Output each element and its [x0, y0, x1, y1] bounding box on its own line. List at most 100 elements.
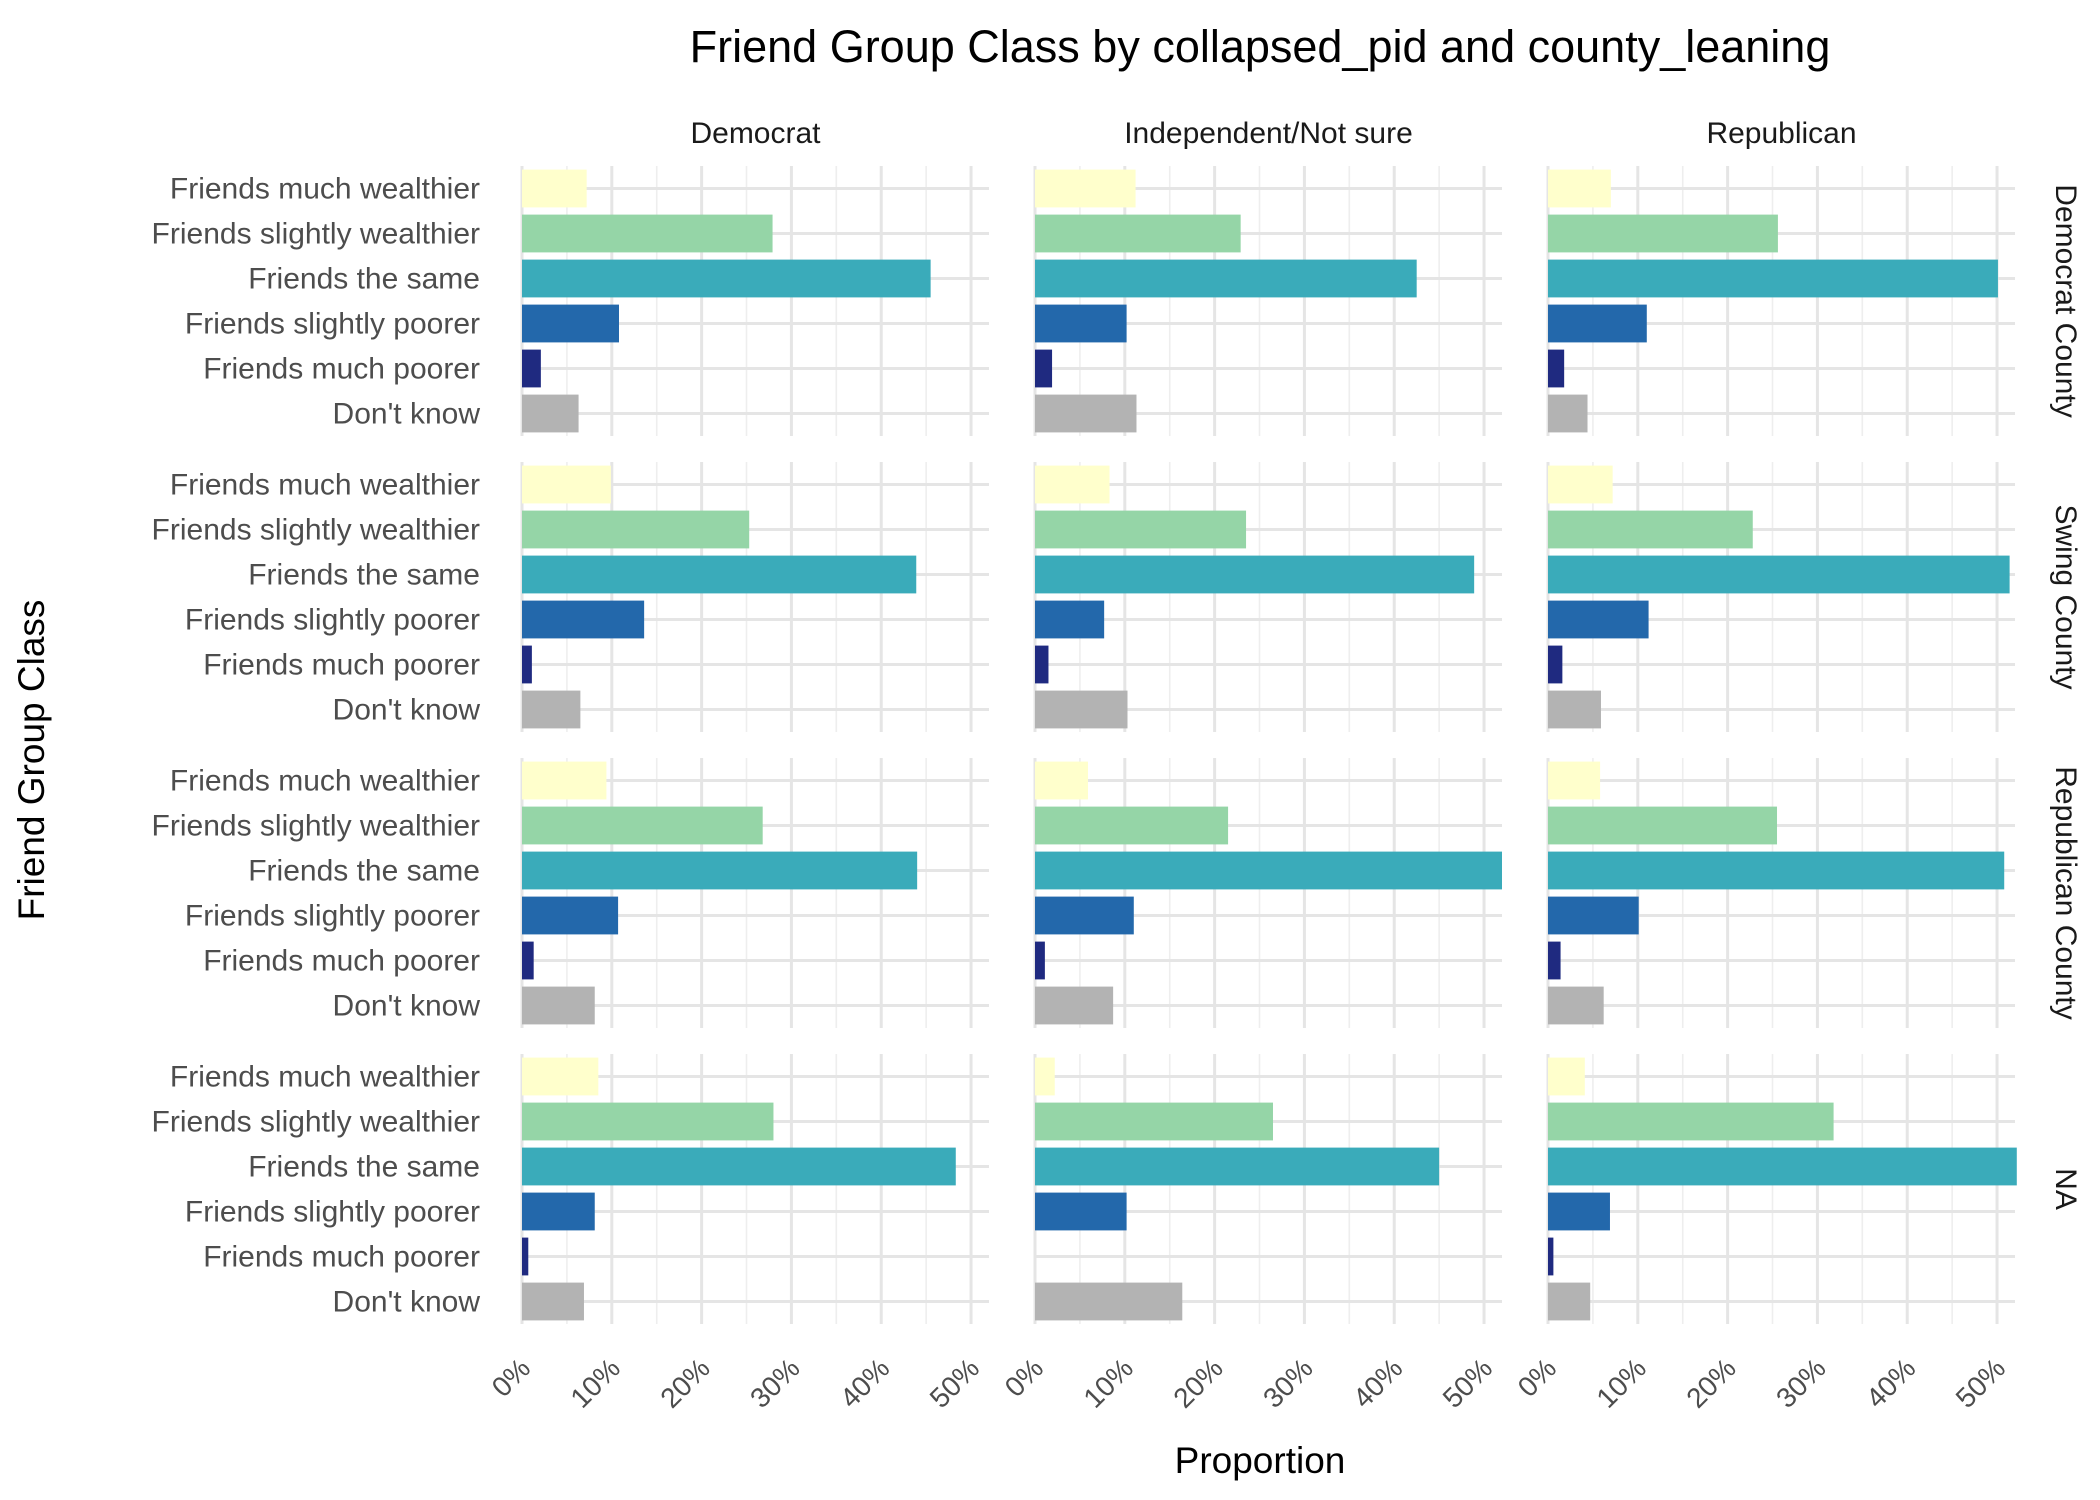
- bar-republican-county-independent-not-sure-friends-slightly-wealthier: [1035, 806, 1229, 845]
- x-tick-label: 30%: [744, 1352, 806, 1414]
- bar-republican-county-republican-friends-the-same: [1548, 851, 2005, 890]
- y-axis-title: Friend Group Class: [11, 600, 52, 921]
- y-tick-label-friends-slightly-wealthier: Friends slightly wealthier: [152, 1106, 480, 1139]
- y-tick-label-don-t-know: Don't know: [333, 694, 481, 727]
- bar-swing-county-independent-not-sure-friends-slightly-poorer: [1035, 600, 1105, 639]
- bar-swing-county-democrat-friends-the-same: [522, 555, 917, 594]
- y-tick-label-friends-slightly-wealthier: Friends slightly wealthier: [152, 218, 480, 251]
- bar-republican-county-republican-friends-slightly-wealthier: [1548, 806, 1778, 845]
- x-axis-title: Proportion: [1175, 1440, 1346, 1481]
- y-tick-label-friends-the-same: Friends the same: [248, 263, 480, 296]
- bar-republican-county-democrat-friends-much-poorer: [522, 941, 534, 980]
- panel-grid: [520, 166, 989, 436]
- y-tick-label-friends-much-poorer: Friends much poorer: [203, 649, 480, 682]
- y-tick-label-friends-much-wealthier: Friends much wealthier: [170, 765, 480, 798]
- bar-na-independent-not-sure-friends-much-wealthier: [1035, 1057, 1055, 1096]
- bar-swing-county-republican-friends-slightly-wealthier: [1548, 510, 1753, 549]
- bar-swing-county-republican-friends-much-wealthier: [1548, 465, 1613, 504]
- x-tick-label: 0%: [1512, 1352, 1563, 1403]
- bar-democrat-county-democrat-friends-much-poorer: [522, 349, 541, 388]
- bar-democrat-county-republican-don-t-know: [1548, 394, 1588, 433]
- bar-republican-county-republican-friends-slightly-poorer: [1548, 896, 1639, 935]
- panel-grid: [1546, 758, 2015, 1028]
- bar-republican-county-independent-not-sure-friends-much-wealthier: [1035, 761, 1088, 800]
- x-tick-label: 10%: [1077, 1352, 1139, 1414]
- bar-republican-county-republican-don-t-know: [1548, 986, 1604, 1025]
- bar-na-independent-not-sure-friends-the-same: [1035, 1147, 1440, 1186]
- bar-republican-county-independent-not-sure-friends-much-poorer: [1035, 941, 1045, 980]
- bar-republican-county-republican-friends-much-wealthier: [1548, 761, 1601, 800]
- x-tick-label: 20%: [1680, 1352, 1742, 1414]
- bar-republican-county-independent-not-sure-friends-the-same: [1035, 851, 1502, 890]
- bar-republican-county-democrat-don-t-know: [522, 986, 595, 1025]
- bar-na-republican-friends-the-same: [1548, 1147, 2017, 1186]
- bar-democrat-county-democrat-don-t-know: [522, 394, 579, 433]
- panel-grid: [1546, 1054, 2015, 1324]
- bar-democrat-county-independent-not-sure-friends-much-wealthier: [1035, 169, 1136, 208]
- row-strip-na: NA: [2049, 1168, 2082, 1210]
- y-tick-label-friends-much-wealthier: Friends much wealthier: [170, 173, 480, 206]
- y-tick-label-friends-slightly-poorer: Friends slightly poorer: [185, 308, 480, 341]
- bar-na-democrat-friends-much-poorer: [522, 1237, 529, 1276]
- x-tick-label: 0%: [486, 1352, 537, 1403]
- y-tick-label-friends-slightly-poorer: Friends slightly poorer: [185, 604, 480, 637]
- panel-grid: [1546, 462, 2015, 732]
- bar-democrat-county-republican-friends-much-poorer: [1548, 349, 1565, 388]
- y-tick-label-friends-much-poorer: Friends much poorer: [203, 945, 480, 978]
- x-tick-label: 50%: [1950, 1352, 2012, 1414]
- bar-republican-county-democrat-friends-the-same: [522, 851, 918, 890]
- column-strip-democrat: Democrat: [690, 117, 821, 150]
- y-tick-label-don-t-know: Don't know: [333, 990, 481, 1023]
- labels-layer: Democrat Independent/Not sure Republican De…: [152, 117, 2082, 1414]
- bar-na-democrat-friends-the-same: [522, 1147, 956, 1186]
- y-tick-label-friends-much-wealthier: Friends much wealthier: [170, 469, 480, 502]
- y-tick-label-friends-slightly-poorer: Friends slightly poorer: [185, 1196, 480, 1229]
- bar-na-republican-friends-slightly-wealthier: [1548, 1102, 1834, 1141]
- bar-democrat-county-democrat-friends-the-same: [522, 259, 931, 298]
- bar-swing-county-democrat-friends-slightly-poorer: [522, 600, 645, 639]
- y-tick-label-friends-much-wealthier: Friends much wealthier: [170, 1061, 480, 1094]
- column-strip-republican: Republican: [1706, 117, 1856, 150]
- bar-republican-county-democrat-friends-slightly-wealthier: [522, 806, 763, 845]
- x-tick-label: 20%: [1167, 1352, 1229, 1414]
- bar-swing-county-democrat-friends-much-wealthier: [522, 465, 611, 504]
- bar-na-democrat-friends-slightly-poorer: [522, 1192, 595, 1231]
- x-tick-label: 10%: [1590, 1352, 1652, 1414]
- bar-republican-county-democrat-friends-slightly-poorer: [522, 896, 619, 935]
- bar-democrat-county-republican-friends-slightly-poorer: [1548, 304, 1647, 343]
- bars-layer: [522, 169, 2017, 1321]
- x-tick-label: 10%: [564, 1352, 626, 1414]
- bar-na-independent-not-sure-don-t-know: [1035, 1282, 1183, 1321]
- bar-na-democrat-friends-slightly-wealthier: [522, 1102, 774, 1141]
- row-strip-group: Democrat County Swing County Republican Co…: [2049, 184, 2082, 1210]
- bar-swing-county-democrat-friends-much-poorer: [522, 645, 532, 684]
- bar-republican-county-republican-friends-much-poorer: [1548, 941, 1561, 980]
- x-tick-label: 50%: [924, 1352, 986, 1414]
- bar-swing-county-independent-not-sure-friends-much-poorer: [1035, 645, 1049, 684]
- x-tick-label: 20%: [654, 1352, 716, 1414]
- bar-democrat-county-republican-friends-slightly-wealthier: [1548, 214, 1778, 253]
- bar-democrat-county-republican-friends-much-wealthier: [1548, 169, 1611, 208]
- bar-swing-county-independent-not-sure-friends-much-wealthier: [1035, 465, 1110, 504]
- bar-na-republican-don-t-know: [1548, 1282, 1591, 1321]
- bar-na-democrat-don-t-know: [522, 1282, 584, 1321]
- bar-republican-county-democrat-friends-much-wealthier: [522, 761, 607, 800]
- y-tick-label-friends-much-poorer: Friends much poorer: [203, 1241, 480, 1274]
- chart-title: Friend Group Class by collapsed_pid and …: [690, 21, 1831, 72]
- bar-swing-county-independent-not-sure-don-t-know: [1035, 690, 1128, 729]
- y-tick-label-friends-much-poorer: Friends much poorer: [203, 353, 480, 386]
- y-tick-label-friends-the-same: Friends the same: [248, 559, 480, 592]
- x-tick-label: 40%: [1347, 1352, 1409, 1414]
- bar-na-republican-friends-much-poorer: [1548, 1237, 1554, 1276]
- bar-swing-county-republican-friends-slightly-poorer: [1548, 600, 1649, 639]
- row-strip-republican-county: Republican County: [2049, 766, 2082, 1020]
- bar-swing-county-independent-not-sure-friends-the-same: [1035, 555, 1475, 594]
- y-tick-label-don-t-know: Don't know: [333, 1286, 481, 1319]
- x-tick-label: 0%: [999, 1352, 1050, 1403]
- bar-swing-county-democrat-friends-slightly-wealthier: [522, 510, 750, 549]
- row-strip-swing-county: Swing County: [2049, 504, 2082, 689]
- x-tick-label: 40%: [834, 1352, 896, 1414]
- bar-democrat-county-democrat-friends-slightly-wealthier: [522, 214, 773, 253]
- bar-democrat-county-independent-not-sure-friends-much-poorer: [1035, 349, 1053, 388]
